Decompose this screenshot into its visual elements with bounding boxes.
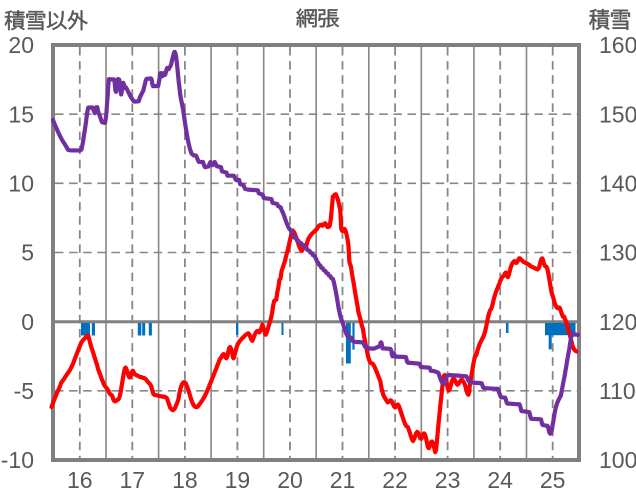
svg-text:-5: -5 (14, 378, 34, 404)
svg-text:160: 160 (599, 32, 636, 58)
svg-text:20: 20 (277, 467, 303, 493)
svg-text:23: 23 (435, 467, 461, 493)
svg-text:150: 150 (599, 101, 636, 127)
svg-text:10: 10 (8, 171, 34, 197)
svg-text:110: 110 (599, 378, 636, 404)
svg-text:140: 140 (599, 171, 636, 197)
svg-text:20: 20 (8, 32, 34, 58)
svg-text:17: 17 (120, 467, 146, 493)
svg-text:16: 16 (67, 467, 93, 493)
svg-text:120: 120 (599, 309, 636, 335)
svg-text:0: 0 (21, 309, 34, 335)
svg-text:-10: -10 (1, 447, 34, 473)
svg-text:100: 100 (599, 447, 636, 473)
svg-text:24: 24 (487, 467, 513, 493)
svg-text:21: 21 (330, 467, 356, 493)
svg-text:19: 19 (225, 467, 251, 493)
svg-text:130: 130 (599, 240, 636, 266)
svg-text:15: 15 (8, 101, 34, 127)
svg-text:25: 25 (540, 467, 566, 493)
svg-text:18: 18 (172, 467, 198, 493)
svg-text:5: 5 (21, 240, 34, 266)
svg-text:22: 22 (382, 467, 408, 493)
